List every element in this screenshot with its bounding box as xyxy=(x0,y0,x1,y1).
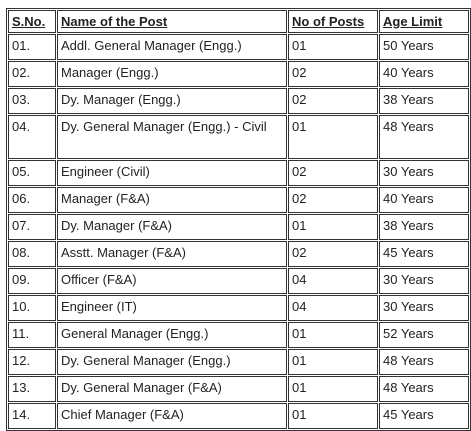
cell-posts: 02 xyxy=(288,241,378,267)
cell-age: 38 Years xyxy=(379,88,469,114)
table-row: 12. Dy. General Manager (Engg.) 01 48 Ye… xyxy=(8,349,469,375)
cell-age: 45 Years xyxy=(379,403,469,429)
table-row: 09. Officer (F&A) 04 30 Years xyxy=(8,268,469,294)
table-row: 02. Manager (Engg.) 02 40 Years xyxy=(8,61,469,87)
cell-age: 48 Years xyxy=(379,115,469,159)
cell-post-name: Asstt. Manager (F&A) xyxy=(57,241,287,267)
header-age-limit: Age Limit xyxy=(379,10,469,33)
cell-posts: 02 xyxy=(288,160,378,186)
cell-sno: 11. xyxy=(8,322,56,348)
cell-post-name: Engineer (IT) xyxy=(57,295,287,321)
cell-age: 52 Years xyxy=(379,322,469,348)
posts-table-container: S.No. Name of the Post No of Posts Age L… xyxy=(6,8,471,431)
cell-age: 40 Years xyxy=(379,187,469,213)
cell-age: 48 Years xyxy=(379,376,469,402)
cell-sno: 03. xyxy=(8,88,56,114)
cell-posts: 01 xyxy=(288,376,378,402)
cell-age: 30 Years xyxy=(379,295,469,321)
cell-post-name: Chief Manager (F&A) xyxy=(57,403,287,429)
cell-post-name: Officer (F&A) xyxy=(57,268,287,294)
cell-posts: 02 xyxy=(288,88,378,114)
cell-post-name: Engineer (Civil) xyxy=(57,160,287,186)
header-name-of-post: Name of the Post xyxy=(57,10,287,33)
cell-sno: 09. xyxy=(8,268,56,294)
cell-post-name: Dy. General Manager (Engg.) - Civil xyxy=(57,115,287,159)
table-row: 05. Engineer (Civil) 02 30 Years xyxy=(8,160,469,186)
cell-posts: 04 xyxy=(288,295,378,321)
cell-sno: 07. xyxy=(8,214,56,240)
cell-age: 50 Years xyxy=(379,34,469,60)
table-row: 13. Dy. General Manager (F&A) 01 48 Year… xyxy=(8,376,469,402)
table-row: 10. Engineer (IT) 04 30 Years xyxy=(8,295,469,321)
header-row: S.No. Name of the Post No of Posts Age L… xyxy=(8,10,469,33)
cell-sno: 05. xyxy=(8,160,56,186)
cell-post-name: Manager (F&A) xyxy=(57,187,287,213)
header-no-of-posts: No of Posts xyxy=(288,10,378,33)
cell-sno: 04. xyxy=(8,115,56,159)
table-row: 11. General Manager (Engg.) 01 52 Years xyxy=(8,322,469,348)
cell-posts: 01 xyxy=(288,34,378,60)
table-row: 14. Chief Manager (F&A) 01 45 Years xyxy=(8,403,469,429)
cell-post-name: Addl. General Manager (Engg.) xyxy=(57,34,287,60)
cell-sno: 08. xyxy=(8,241,56,267)
cell-post-name: Dy. Manager (Engg.) xyxy=(57,88,287,114)
cell-posts: 02 xyxy=(288,61,378,87)
table-row: 03. Dy. Manager (Engg.) 02 38 Years xyxy=(8,88,469,114)
cell-sno: 12. xyxy=(8,349,56,375)
table-row: 06. Manager (F&A) 02 40 Years xyxy=(8,187,469,213)
header-sno: S.No. xyxy=(8,10,56,33)
cell-age: 30 Years xyxy=(379,160,469,186)
cell-age: 48 Years xyxy=(379,349,469,375)
table-row: 07. Dy. Manager (F&A) 01 38 Years xyxy=(8,214,469,240)
cell-sno: 01. xyxy=(8,34,56,60)
cell-posts: 01 xyxy=(288,214,378,240)
cell-sno: 13. xyxy=(8,376,56,402)
table-row: 08. Asstt. Manager (F&A) 02 45 Years xyxy=(8,241,469,267)
cell-post-name: Manager (Engg.) xyxy=(57,61,287,87)
cell-sno: 10. xyxy=(8,295,56,321)
cell-post-name: Dy. General Manager (Engg.) xyxy=(57,349,287,375)
cell-posts: 01 xyxy=(288,403,378,429)
cell-sno: 14. xyxy=(8,403,56,429)
cell-posts: 02 xyxy=(288,187,378,213)
cell-age: 30 Years xyxy=(379,268,469,294)
cell-posts: 01 xyxy=(288,115,378,159)
cell-post-name: General Manager (Engg.) xyxy=(57,322,287,348)
cell-posts: 01 xyxy=(288,349,378,375)
cell-post-name: Dy. General Manager (F&A) xyxy=(57,376,287,402)
table-row: 01. Addl. General Manager (Engg.) 01 50 … xyxy=(8,34,469,60)
table-body: 01. Addl. General Manager (Engg.) 01 50 … xyxy=(8,34,469,429)
cell-age: 38 Years xyxy=(379,214,469,240)
table-header: S.No. Name of the Post No of Posts Age L… xyxy=(8,10,469,33)
cell-posts: 04 xyxy=(288,268,378,294)
cell-post-name: Dy. Manager (F&A) xyxy=(57,214,287,240)
cell-sno: 06. xyxy=(8,187,56,213)
table-row: 04. Dy. General Manager (Engg.) - Civil … xyxy=(8,115,469,159)
cell-sno: 02. xyxy=(8,61,56,87)
cell-age: 40 Years xyxy=(379,61,469,87)
cell-posts: 01 xyxy=(288,322,378,348)
posts-table: S.No. Name of the Post No of Posts Age L… xyxy=(6,8,471,431)
cell-age: 45 Years xyxy=(379,241,469,267)
